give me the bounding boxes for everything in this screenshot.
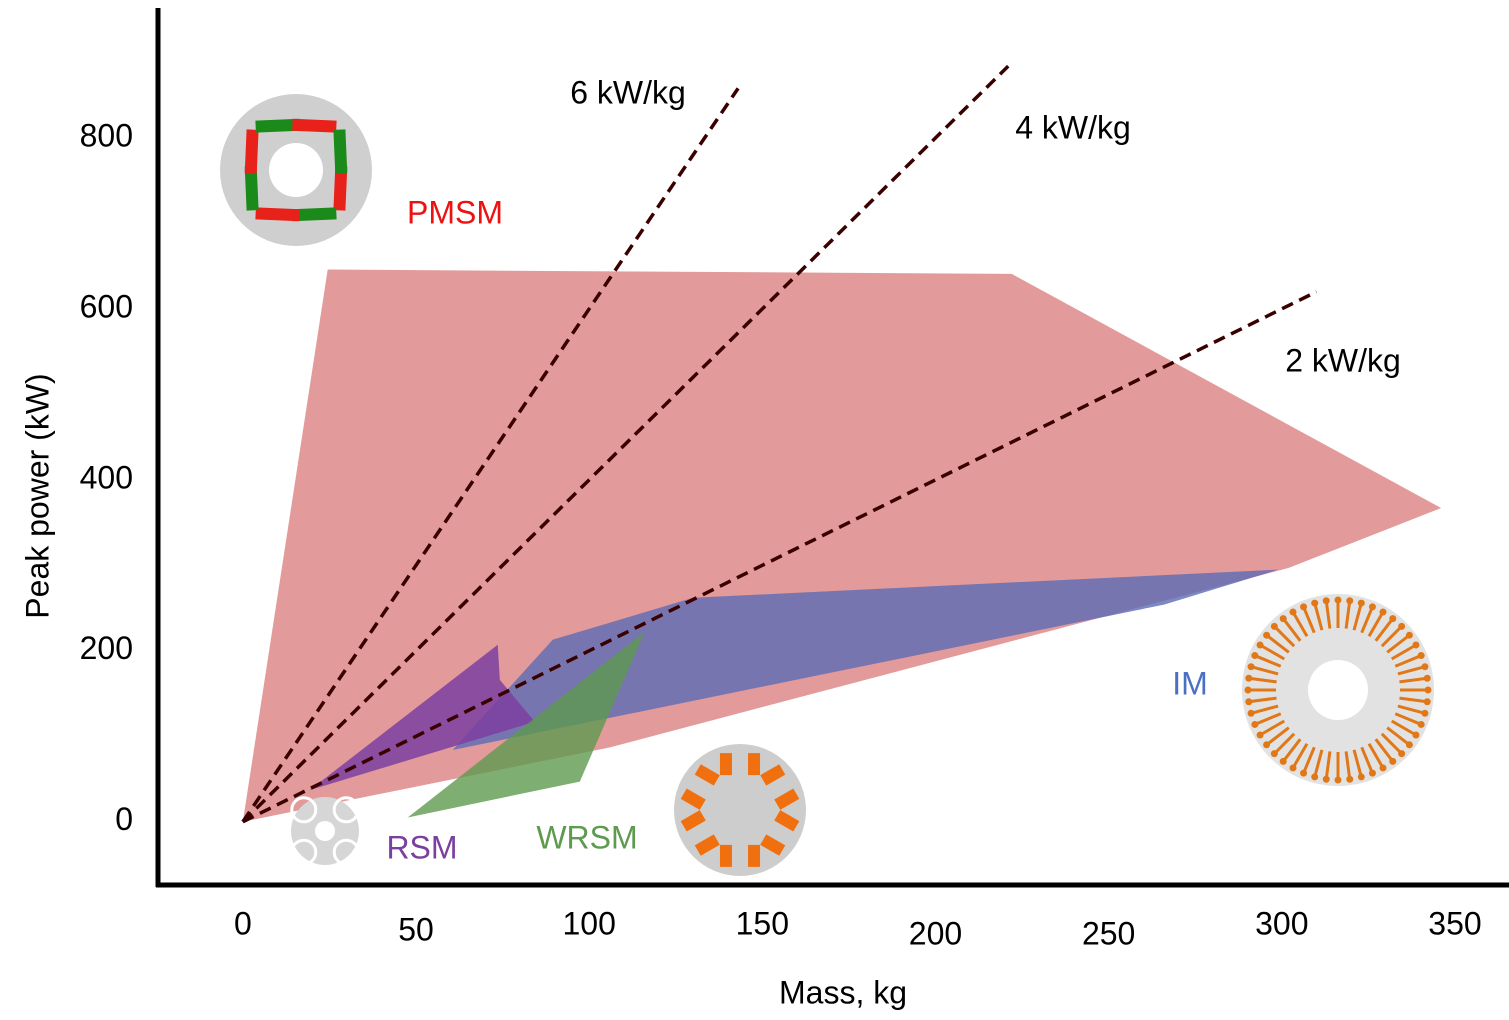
im-slot-end [1263,741,1270,748]
im-slot-end [1398,623,1405,630]
im-slot-end [1421,710,1428,717]
y-tick-label: 400 [80,459,133,495]
im-slot-end [1358,600,1365,607]
im-slot-end [1398,750,1405,757]
im-slot-end [1271,750,1278,757]
y-tick-label: 600 [80,288,133,324]
pmsm-bore [269,143,323,197]
y-tick-label: 0 [115,801,133,837]
im-slot-end [1280,758,1287,765]
im-slot-end [1245,687,1252,694]
im-slot-end [1290,764,1297,771]
im-slot-end [1421,663,1428,670]
line-label: 6 kW/kg [570,74,686,110]
im-slot-end [1311,773,1318,780]
im-slot-end [1424,698,1431,705]
im-slot-end [1380,764,1387,771]
im-slot-end [1380,609,1387,616]
im-slot-end [1257,642,1264,649]
wrsm-coil [748,845,760,867]
region-label: RSM [386,829,457,865]
im-slot-end [1418,652,1425,659]
im-slot-end [1418,721,1425,728]
line-label: 2 kW/kg [1285,342,1401,378]
rsm-bore [315,821,335,841]
pmsm-magnet [255,207,299,221]
region-label: PMSM [407,194,503,230]
im-slot-end [1271,623,1278,630]
im-slot-end [1335,777,1342,784]
x-tick-label: 50 [398,911,434,947]
im-slot-end [1245,698,1252,705]
wrsm-coil [748,753,760,775]
im-slot-end [1389,615,1396,622]
im-slot-end [1346,776,1353,783]
im-slot-end [1358,773,1365,780]
im-slot-end [1412,732,1419,739]
im-slot-end [1257,732,1264,739]
im-bore [1308,660,1368,720]
y-axis-label: Peak power (kW) [19,373,55,618]
x-tick-label: 250 [1082,915,1135,951]
im-slot-end [1248,663,1255,670]
im-slot-end [1369,770,1376,777]
im-slot-end [1424,675,1431,682]
x-tick-label: 200 [909,915,962,951]
region-label: IM [1172,665,1208,701]
wrsm-coil [720,845,732,867]
im-slot-end [1369,603,1376,610]
im-slot-end [1412,642,1419,649]
y-tick-label: 200 [80,630,133,666]
y-tick-label: 800 [80,117,133,153]
x-tick-label: 100 [562,905,615,941]
pmsm-magnet [245,129,259,173]
im-slot-end [1280,615,1287,622]
im-slot-end [1389,758,1396,765]
im-slot-end [1245,675,1252,682]
im-slot-end [1425,687,1432,694]
im-slot-end [1300,770,1307,777]
im-slot-end [1248,710,1255,717]
im-slot-end [1323,776,1330,783]
im-slot-end [1346,597,1353,604]
region-label: WRSM [536,819,637,855]
line-label: 4 kW/kg [1015,109,1131,145]
pmsm-magnet [292,119,336,133]
im-slot-end [1335,597,1342,604]
wrsm-coil [720,753,732,775]
im-slot-end [1251,652,1258,659]
x-tick-label: 350 [1428,905,1481,941]
im-slot-end [1323,597,1330,604]
im-slot-end [1406,741,1413,748]
im-slot-end [1311,600,1318,607]
x-tick-label: 0 [234,905,252,941]
im-slot-end [1406,632,1413,639]
x-tick-label: 300 [1255,905,1308,941]
im-slot-end [1290,609,1297,616]
im-slot-end [1263,632,1270,639]
chart: Mass, kg Peak power (kW) 0 50 100 150 200 250… [0,0,1509,1020]
x-tick-label: 150 [736,905,789,941]
im-slot-end [1251,721,1258,728]
x-axis-label: Mass, kg [779,974,907,1010]
pmsm-magnet [333,129,347,173]
im-slot-end [1300,603,1307,610]
